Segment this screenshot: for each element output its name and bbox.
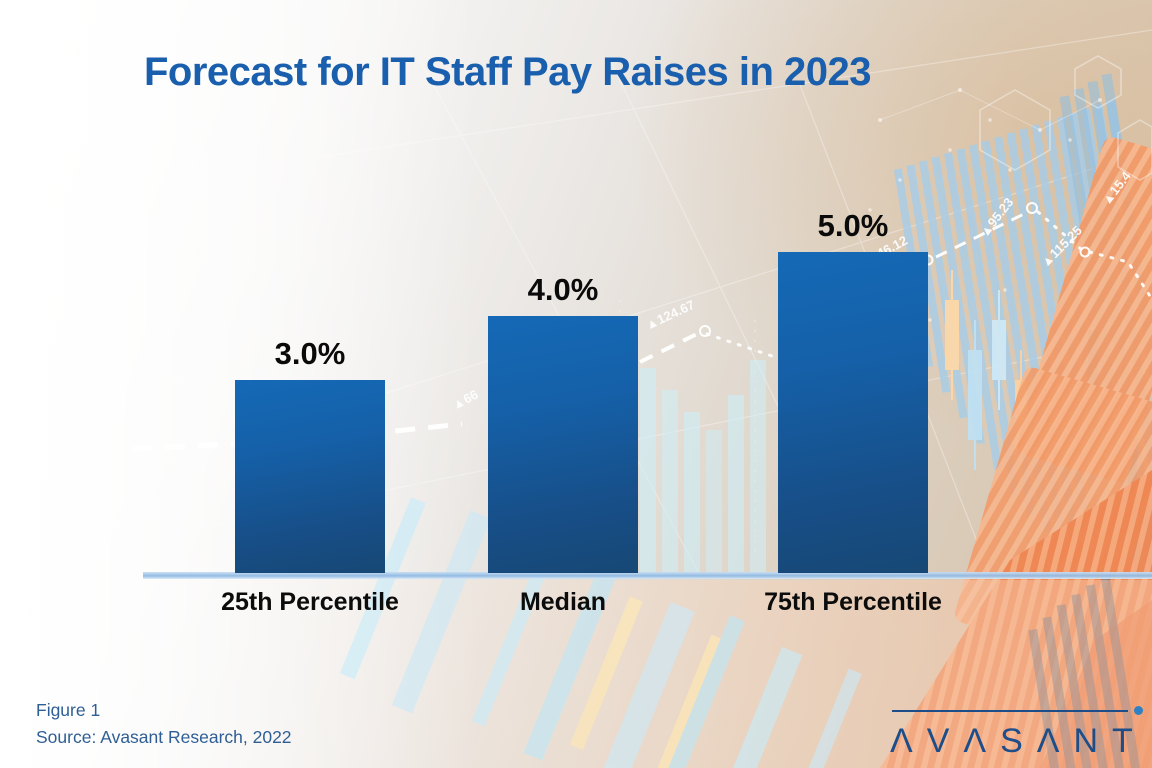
bar: [778, 252, 928, 573]
logo-rule-line: [892, 710, 1128, 712]
figure-caption: Figure 1 Source: Avasant Research, 2022: [36, 697, 292, 751]
logo-dot: [1134, 706, 1143, 715]
bar-value-label: 5.0%: [817, 208, 889, 243]
bar: [235, 380, 385, 573]
decorative-hexagons: [979, 55, 1152, 181]
figure-source: Source: Avasant Research, 2022: [36, 727, 292, 748]
figure-label: Figure 1: [36, 700, 101, 720]
logo-wordmark: ΛVΛSΛNT: [890, 722, 1147, 760]
decorative-bar-cluster-center: [640, 360, 766, 575]
x-axis-category-label: 25th Percentile: [221, 588, 399, 616]
bar-value-label: 3.0%: [274, 336, 346, 371]
x-axis-category-label: Median: [519, 588, 607, 616]
bar-value-label: 4.0%: [527, 272, 599, 307]
avasant-logo: ΛVΛSΛNT: [888, 698, 1152, 764]
bar: [488, 316, 638, 573]
x-axis-category-label: 75th Percentile: [764, 588, 942, 616]
decorative-constellation: [868, 88, 1102, 322]
chart-title: Forecast for IT Staff Pay Raises in 2023: [144, 50, 871, 94]
decorative-streaks-bottom: [339, 497, 862, 768]
x-axis-line: [143, 572, 1152, 579]
